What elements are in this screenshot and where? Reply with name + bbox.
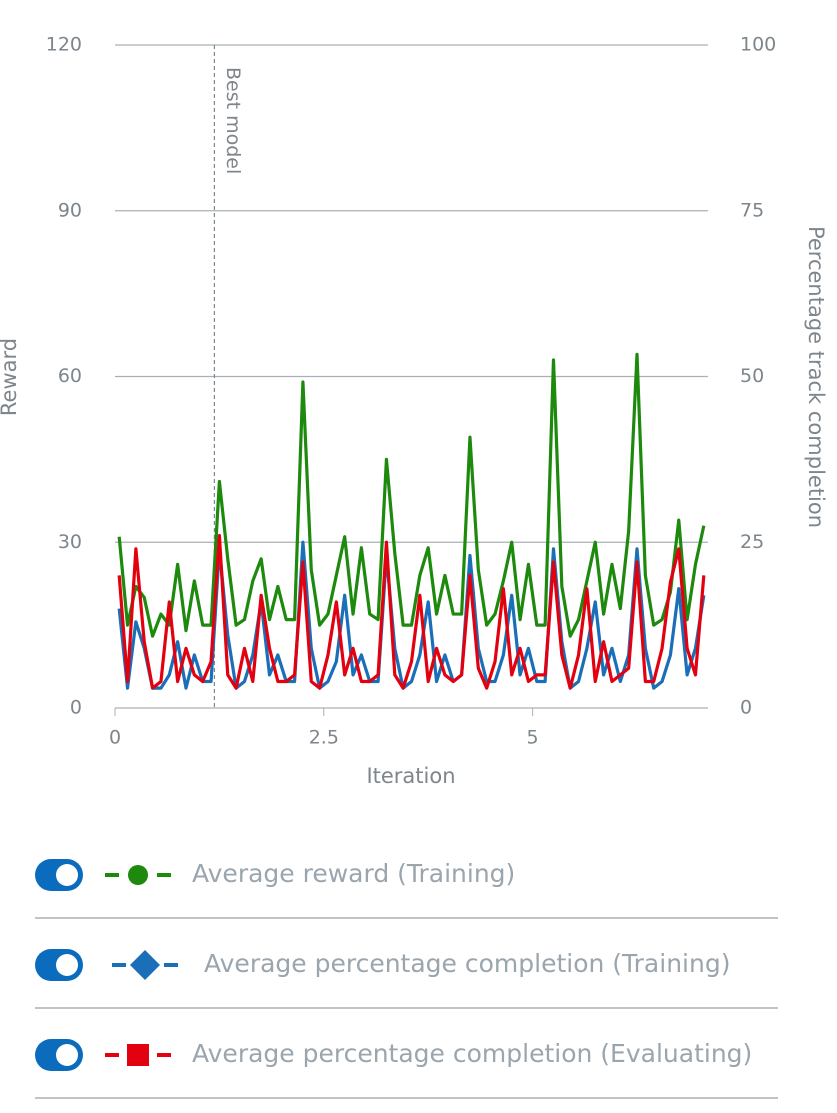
x-tick-label: 5 bbox=[527, 727, 539, 749]
toggle-knob[interactable] bbox=[56, 954, 78, 976]
legend-marker bbox=[127, 1044, 149, 1066]
legend-label: Average percentage completion (Training) bbox=[204, 949, 730, 978]
toggle-knob[interactable] bbox=[56, 864, 78, 886]
y-tick-label: 0 bbox=[70, 697, 82, 719]
x-tick-label: 0 bbox=[109, 727, 121, 749]
y-tick-label: 60 bbox=[58, 365, 82, 387]
y-tick-label: 120 bbox=[46, 34, 82, 56]
legend-marker bbox=[130, 950, 160, 980]
y2-tick-label: 0 bbox=[740, 697, 752, 719]
y2-tick-label: 50 bbox=[740, 365, 764, 387]
best-model-label: Best model bbox=[222, 67, 244, 174]
y2-tick-label: 25 bbox=[740, 531, 764, 553]
series-line bbox=[117, 352, 706, 638]
y2-tick-label: 75 bbox=[740, 199, 764, 221]
legend-label: Average percentage completion (Evaluatin… bbox=[192, 1039, 752, 1068]
toggle-knob[interactable] bbox=[56, 1044, 78, 1066]
y-tick-label: 30 bbox=[58, 531, 82, 553]
y-tick-label: 90 bbox=[58, 199, 82, 221]
y2-axis-title: Percentage track completion bbox=[804, 226, 828, 528]
series-line bbox=[117, 534, 706, 690]
legend-marker bbox=[128, 865, 148, 885]
y2-tick-label: 100 bbox=[740, 34, 776, 56]
x-tick-label: 2.5 bbox=[309, 727, 339, 749]
x-axis-title: Iteration bbox=[366, 764, 455, 788]
legend-label: Average reward (Training) bbox=[192, 859, 515, 888]
y-axis-title: Reward bbox=[0, 338, 21, 416]
